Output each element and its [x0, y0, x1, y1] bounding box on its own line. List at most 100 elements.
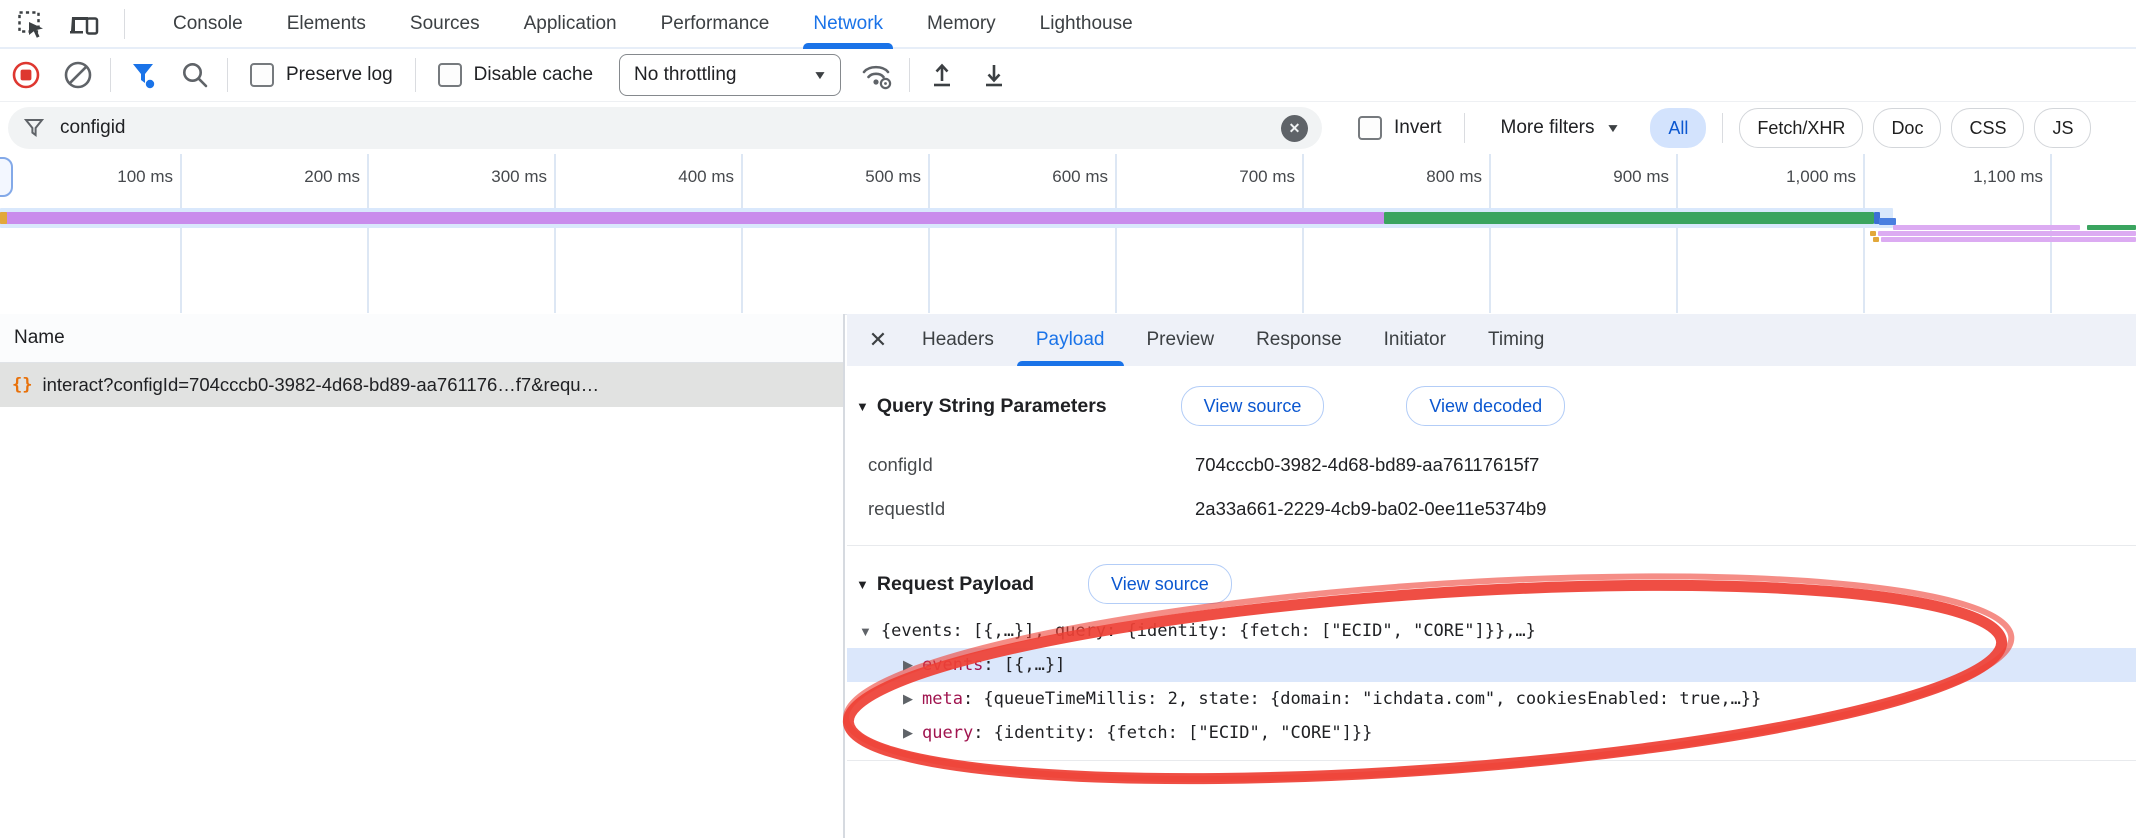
waterfall-bar-blue-cap [1874, 212, 1880, 224]
record-network-log-icon[interactable] [0, 53, 52, 97]
param-value: 2a33a661-2229-4cb9-ba02-0ee11e5374b9 [1195, 498, 1547, 519]
section-separator [847, 545, 2136, 546]
more-filters-label: More filters [1500, 117, 1595, 138]
more-filters-button[interactable]: More filters ▼ [1500, 117, 1621, 139]
chip-doc[interactable]: Doc [1873, 108, 1942, 148]
triangle-right-icon[interactable]: ▶ [903, 657, 913, 672]
chip-js[interactable]: JS [2034, 108, 2092, 148]
close-icon[interactable]: ✕ [868, 327, 888, 352]
toolbar-divider [909, 58, 911, 92]
waterfall-bar-pink-1[interactable] [1893, 225, 2080, 230]
filter-input[interactable]: configid ✕ [8, 107, 1322, 149]
param-key: requestId [868, 498, 946, 519]
payload-key: query [922, 723, 974, 743]
waterfall-bar-blue-small[interactable] [1879, 218, 1896, 225]
payload-row-meta[interactable]: ▶ meta : {queueTimeMillis: 2, state: {do… [847, 682, 2136, 716]
tab-network[interactable]: Network [791, 0, 905, 49]
query-string-section-header: ▼ Query String Parameters View source Vi… [856, 386, 1566, 426]
clear-filter-icon[interactable]: ✕ [1281, 114, 1308, 142]
request-payload-title[interactable]: ▼ Request Payload [856, 573, 1034, 596]
toolbar-divider [227, 58, 228, 92]
payload-root-preview: {events: [{,…}], query: {identity: {fetc… [880, 621, 1536, 641]
view-source-button[interactable]: View source [1088, 564, 1232, 604]
grid-line [554, 154, 556, 313]
invert-checkbox[interactable] [1358, 116, 1382, 140]
waterfall-bar-pink-2[interactable] [1878, 231, 2136, 236]
chip-fetch-xhr[interactable]: Fetch/XHR [1739, 108, 1864, 148]
tab-elements[interactable]: Elements [286, 12, 366, 34]
tick-label: 700 ms [1239, 167, 1295, 186]
tab-headers[interactable]: Headers [922, 329, 994, 350]
tick-label: 100 ms [117, 167, 173, 186]
query-string-title[interactable]: ▼ Query String Parameters [856, 395, 1107, 418]
chip-divider [1722, 113, 1724, 143]
tick-label: 1,000 ms [1786, 167, 1856, 186]
import-har-icon[interactable] [968, 53, 1020, 97]
grid-line [180, 154, 182, 313]
network-conditions-icon[interactable] [851, 53, 903, 97]
filter-row: configid ✕ Invert More filters ▼ All Fet… [0, 102, 2136, 155]
devtools-tabbar: Console Elements Sources Application Per… [0, 0, 2136, 49]
tabbar-icons [0, 9, 124, 39]
throttling-select[interactable]: No throttling ▼ [619, 54, 842, 96]
tab-lighthouse[interactable]: Lighthouse [1039, 12, 1133, 34]
payload-row-query[interactable]: ▶ query : {identity: {fetch: ["ECID", "C… [847, 716, 2136, 750]
filter-funnel-small-icon [22, 116, 46, 140]
overview-resize-handle[interactable] [0, 157, 13, 197]
tick-label: 200 ms [304, 167, 360, 186]
payload-value: : {identity: {fetch: ["ECID", "CORE"]}} [973, 723, 1373, 743]
name-column-header[interactable]: Name [0, 314, 843, 363]
grid-line [928, 154, 930, 313]
view-source-button[interactable]: View source [1180, 386, 1325, 426]
payload-root-row[interactable]: ▼ {events: [{,…}], query: {identity: {fe… [847, 614, 2136, 648]
tab-application[interactable]: Application [523, 12, 617, 34]
tab-sources[interactable]: Sources [409, 12, 480, 34]
waterfall-bar-pink-3[interactable] [1881, 237, 2136, 242]
resource-type-chips: All Fetch/XHR Doc CSS JS [1650, 108, 2092, 148]
tab-preview[interactable]: Preview [1146, 329, 1215, 350]
grid-line [741, 154, 743, 313]
payload-value: : {queueTimeMillis: 2, state: {domain: "… [962, 689, 1762, 709]
triangle-right-icon[interactable]: ▶ [903, 691, 913, 706]
tab-initiator[interactable]: Initiator [1383, 329, 1446, 350]
request-payload-section-header: ▼ Request Payload View source [856, 564, 1232, 604]
tab-timing[interactable]: Timing [1487, 329, 1545, 350]
tab-performance[interactable]: Performance [660, 12, 770, 34]
waterfall-bar-green[interactable] [1384, 212, 1874, 224]
view-decoded-button[interactable]: View decoded [1406, 386, 1566, 426]
payload-row-events[interactable]: ▶ events : [{,…}] [847, 648, 2136, 682]
network-toolbar: Preserve log Disable cache No throttling… [0, 49, 2136, 102]
chip-css[interactable]: CSS [1951, 108, 2025, 148]
tab-memory[interactable]: Memory [927, 12, 996, 34]
filter-funnel-icon[interactable] [117, 53, 169, 97]
triangle-down-icon[interactable]: ▼ [859, 623, 872, 639]
fetch-json-icon: {} [12, 375, 33, 395]
tick-label: 500 ms [865, 167, 921, 186]
clear-network-log-icon[interactable] [52, 53, 104, 97]
triangle-right-icon[interactable]: ▶ [903, 725, 913, 740]
triangle-down-icon: ▼ [856, 576, 869, 592]
device-toolbar-icon[interactable] [68, 9, 100, 39]
tab-response[interactable]: Response [1256, 329, 1342, 350]
invert-label: Invert [1394, 117, 1442, 138]
panel-tabs: Console Elements Sources Application Per… [151, 0, 1155, 49]
tick-label: 600 ms [1052, 167, 1108, 186]
chip-all[interactable]: All [1650, 108, 1707, 148]
preserve-log-label: Preserve log [286, 64, 393, 85]
export-har-icon[interactable] [916, 53, 968, 97]
grid-line [1302, 154, 1304, 313]
network-overview[interactable]: 100 ms 200 ms 300 ms 400 ms 500 ms 600 m… [0, 154, 2136, 315]
preserve-log-checkbox[interactable] [250, 63, 274, 87]
inspect-element-icon[interactable] [16, 9, 46, 39]
tab-console[interactable]: Console [173, 12, 243, 34]
waterfall-bar-purple[interactable] [0, 212, 1384, 224]
disable-cache-checkbox[interactable] [437, 63, 462, 87]
search-icon[interactable] [169, 53, 221, 97]
tab-payload[interactable]: Payload [1015, 314, 1126, 366]
chevron-down-icon: ▼ [812, 68, 828, 82]
request-row[interactable]: {} interact?configId=704cccb0-3982-4d68-… [0, 363, 843, 407]
grid-line [1489, 154, 1491, 313]
request-name: interact?configId=704cccb0-3982-4d68-bd8… [42, 374, 600, 395]
waterfall-bar-green-2[interactable] [2087, 225, 2136, 230]
tick-label: 400 ms [678, 167, 734, 186]
